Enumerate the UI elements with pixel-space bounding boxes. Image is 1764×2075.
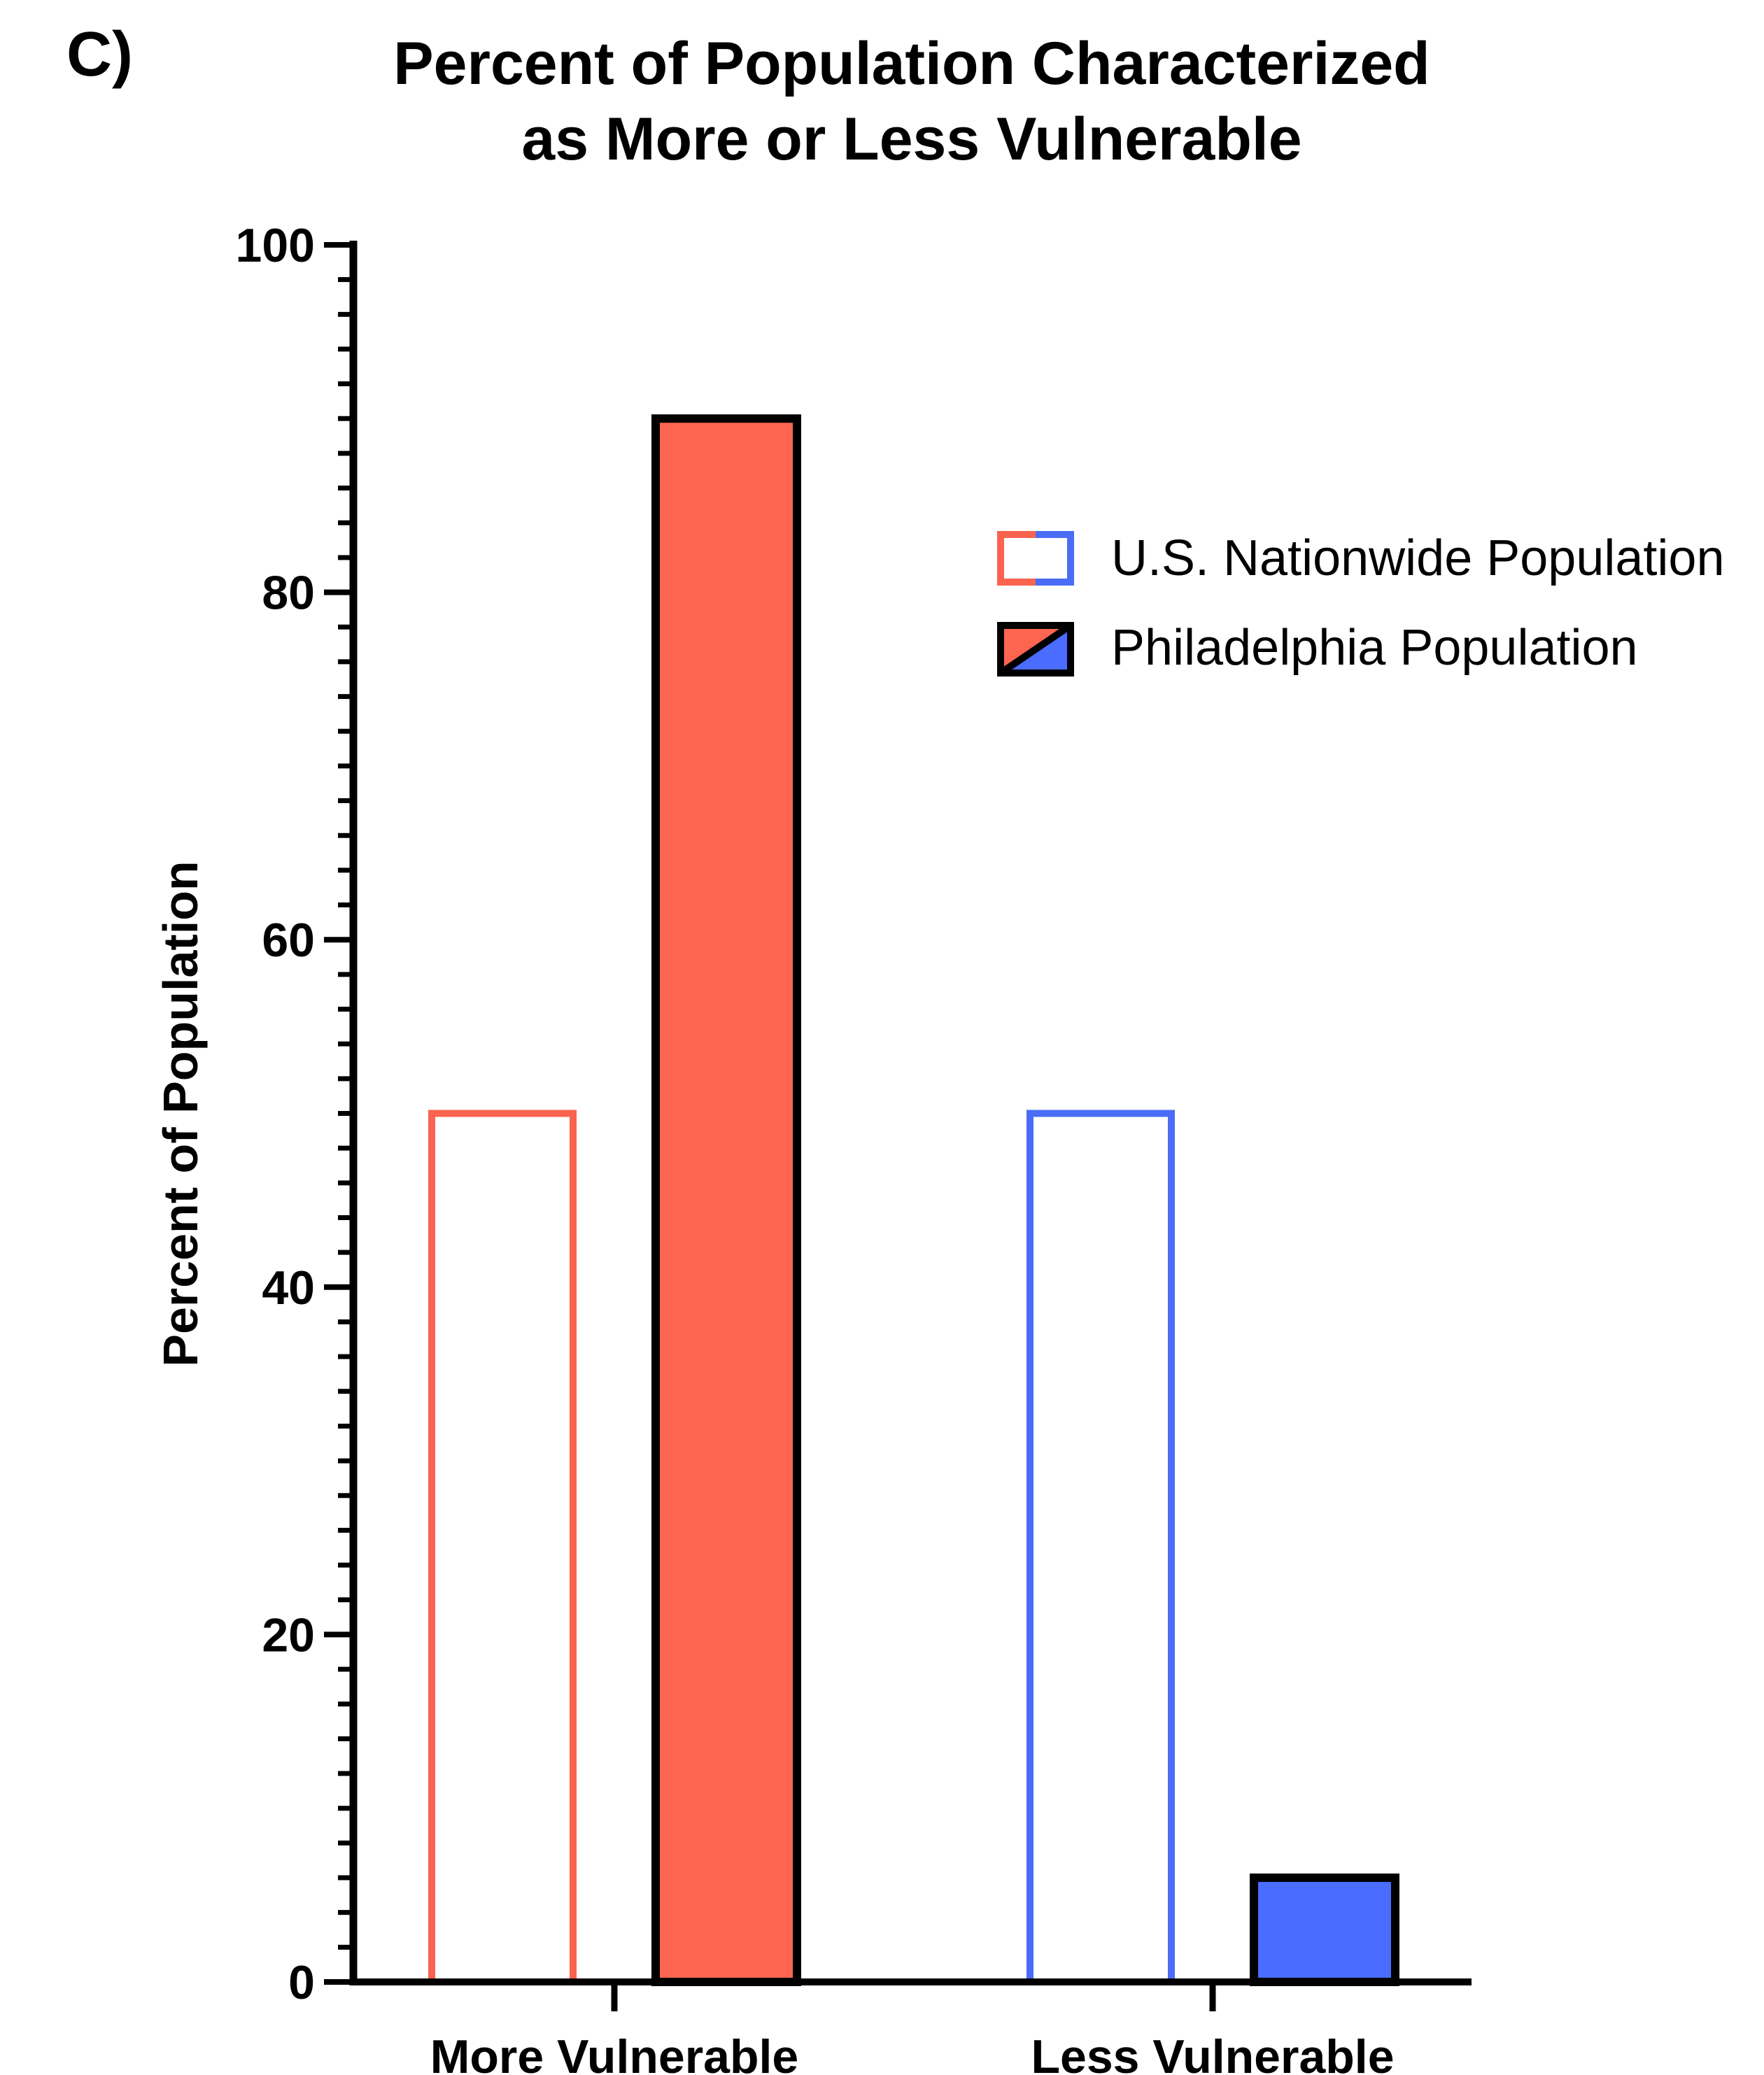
x-tick-label: Less Vulnerable [1031, 2030, 1394, 2075]
legend-label-philadelphia: Philadelphia Population [1111, 620, 1638, 676]
chart-title-line-2: as More or Less Vulnerable [521, 106, 1301, 173]
legend: U.S. Nationwide Population Philadelphia … [997, 530, 1725, 677]
x-tick-label: More Vulnerable [430, 2030, 799, 2075]
chart-title-line-1: Percent of Population Characterized [393, 30, 1430, 97]
bar-philadelphia-more-vulnerable [651, 414, 801, 1986]
panel-label: C) [66, 20, 133, 90]
legend-swatch-philadelphia-diagonal [999, 622, 1073, 677]
legend-swatch-philadelphia-border [997, 622, 1074, 677]
y-tick-label: 80 [262, 567, 315, 620]
y-tick-label: 20 [262, 1608, 315, 1662]
legend-item-us: U.S. Nationwide Population [997, 530, 1725, 586]
legend-swatch-us-blue-outline [1036, 531, 1074, 586]
x-axis: More Vulnerable Less Vulnerable [350, 1978, 1472, 2075]
y-tick-label: 40 [262, 1261, 315, 1315]
legend-item-philadelphia: Philadelphia Population [997, 620, 1638, 677]
y-tick-label: 0 [288, 1956, 315, 2009]
bar-philadelphia-less-vulnerable [1250, 1874, 1399, 1987]
bar-us-less-vulnerable [1026, 1110, 1175, 1985]
y-axis-label: Percent of Population [153, 861, 208, 1366]
y-axis: 0 20 40 60 80 100 [236, 219, 358, 2009]
bars [428, 414, 1399, 1987]
legend-label-us: U.S. Nationwide Population [1111, 530, 1725, 586]
bar-us-more-vulnerable [428, 1110, 577, 1985]
legend-swatch-us-red-edge [997, 531, 1074, 586]
y-tick-label: 100 [236, 219, 315, 272]
y-tick-label: 60 [262, 914, 315, 967]
